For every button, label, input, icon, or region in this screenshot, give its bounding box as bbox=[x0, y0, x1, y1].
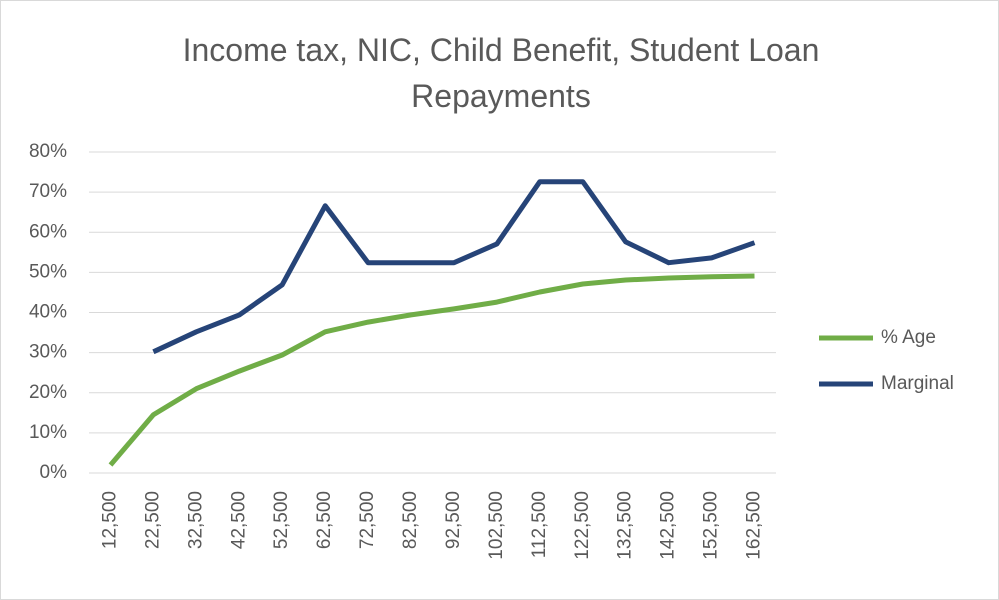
chart-title: Income tax, NIC, Child Benefit, Student … bbox=[182, 32, 820, 114]
x-tick-label: 82,500 bbox=[400, 491, 421, 549]
x-tick-label: 102,500 bbox=[486, 491, 507, 560]
x-tick-label: 72,500 bbox=[357, 491, 378, 549]
y-tick-label: 50% bbox=[29, 261, 67, 282]
x-tick-label: 122,500 bbox=[572, 491, 593, 560]
x-tick-label: 162,500 bbox=[744, 491, 765, 560]
y-tick-label: 20% bbox=[29, 382, 67, 403]
legend-label: % Age bbox=[881, 327, 936, 348]
y-tick-label: 60% bbox=[29, 221, 67, 242]
x-tick-label: 62,500 bbox=[314, 491, 335, 549]
x-tick-label: 22,500 bbox=[142, 491, 163, 549]
x-tick-label: 32,500 bbox=[185, 491, 206, 549]
x-tick-label: 52,500 bbox=[271, 491, 292, 549]
x-tick-label: 112,500 bbox=[529, 491, 550, 558]
x-tick-label: 12,500 bbox=[99, 491, 120, 549]
y-tick-label: 10% bbox=[29, 422, 67, 443]
x-tick-label: 132,500 bbox=[615, 491, 636, 560]
y-tick-label: 30% bbox=[29, 342, 67, 363]
x-tick-label: 42,500 bbox=[228, 491, 249, 549]
legend-label: Marginal bbox=[881, 373, 954, 394]
y-tick-label: 0% bbox=[40, 462, 68, 483]
y-tick-label: 70% bbox=[29, 181, 67, 202]
x-tick-label: 92,500 bbox=[443, 491, 464, 549]
x-tick-label: 152,500 bbox=[701, 491, 722, 560]
x-tick-label: 142,500 bbox=[658, 491, 679, 560]
y-tick-label: 80% bbox=[29, 141, 67, 162]
series-line bbox=[152, 179, 756, 355]
y-tick-label: 40% bbox=[29, 302, 67, 323]
series-line bbox=[108, 273, 755, 467]
